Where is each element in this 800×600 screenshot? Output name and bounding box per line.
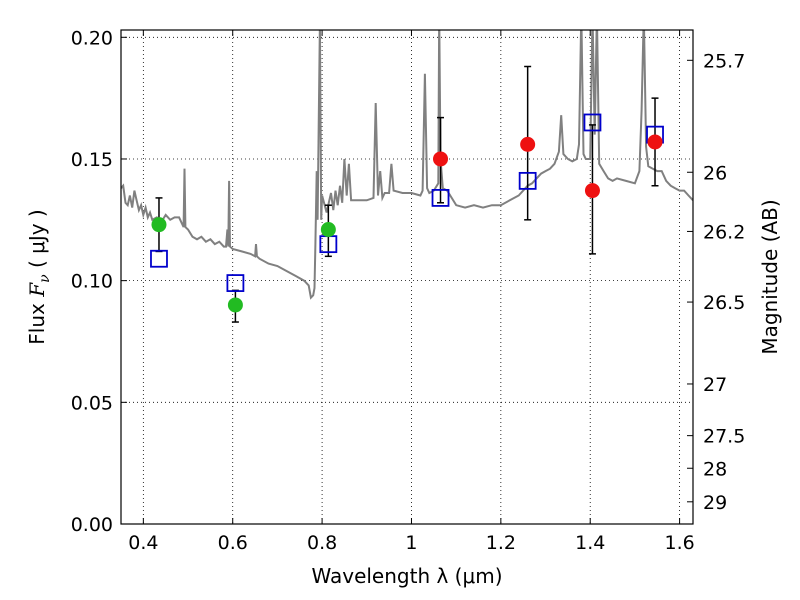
right-tick-label: 25.7 xyxy=(703,50,745,72)
x-tick-label: 1.4 xyxy=(575,532,605,554)
right-tick-label: 29 xyxy=(703,492,727,514)
y-axis-label: Flux Fν ( μJy ) xyxy=(25,209,53,344)
data-point xyxy=(433,151,449,167)
y-axis-label-suffix: ( μJy ) xyxy=(25,209,49,274)
y-axis-label-subscript: ν xyxy=(37,274,53,283)
data-point xyxy=(227,297,243,313)
x-tick-label: 1.2 xyxy=(486,532,516,554)
y-axis-label-symbol: F xyxy=(25,282,49,298)
x-tick-label: 0.4 xyxy=(128,532,158,554)
model-photometry-square xyxy=(431,189,450,207)
axis-ticks: 0.4 0.6 0.8 1 1.2 1.4 1.6 0.00 0.05 0.10 0.15 0.20 2… xyxy=(71,27,746,554)
data-point xyxy=(584,183,600,199)
right-tick-label: 28 xyxy=(703,458,727,480)
right-tick-label: 27 xyxy=(703,374,727,396)
data-point xyxy=(151,217,167,233)
data-markers xyxy=(150,113,664,313)
model-photometry-square xyxy=(518,171,537,190)
data-point xyxy=(320,222,336,238)
y-tick-label: 0.05 xyxy=(71,392,113,414)
right-axis-label: Magnitude (AB) xyxy=(758,199,782,354)
x-tick-label: 1.6 xyxy=(664,532,694,554)
y-tick-label: 0.00 xyxy=(71,514,113,536)
grid xyxy=(121,30,693,525)
model-photometry-square xyxy=(583,113,602,132)
data-point xyxy=(520,136,536,152)
model-spectrum xyxy=(121,30,693,300)
y-tick-label: 0.15 xyxy=(71,149,113,171)
model-photometry-square xyxy=(226,274,245,292)
x-axis-label: Wavelength λ (μm) xyxy=(311,564,502,588)
data-point xyxy=(647,134,663,150)
y-tick-label: 0.20 xyxy=(71,27,113,49)
x-tick-label: 1 xyxy=(405,532,417,554)
x-tick-label: 0.6 xyxy=(218,532,248,554)
y-tick-label: 0.10 xyxy=(71,271,113,293)
model-photometry-square xyxy=(150,249,168,268)
right-tick-label: 26 xyxy=(703,162,727,184)
right-tick-label: 26.5 xyxy=(703,292,745,314)
right-tick-label: 26.2 xyxy=(703,221,745,243)
y-axis-label-prefix: Flux xyxy=(25,297,49,345)
plot-frame xyxy=(120,29,694,525)
x-tick-label: 0.8 xyxy=(307,532,337,554)
spectrum-line xyxy=(121,30,693,300)
right-tick-label: 27.5 xyxy=(703,426,745,448)
